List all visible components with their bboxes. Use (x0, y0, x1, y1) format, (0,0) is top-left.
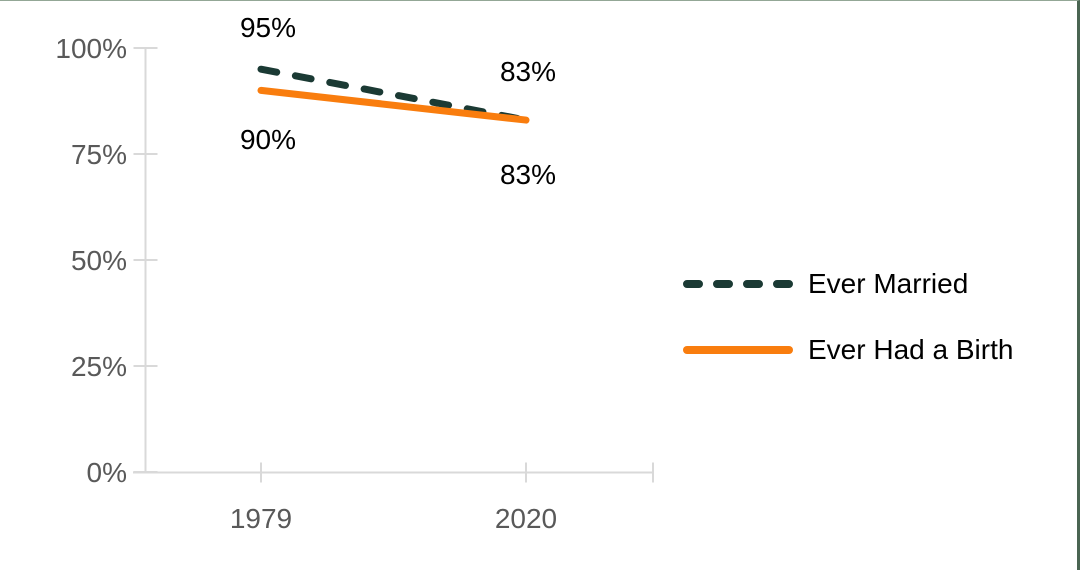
series-line-ever-had-a-birth (257, 86, 530, 124)
legend-entry-ever-married: Ever Married (681, 264, 968, 304)
x-tick-label: 2020 (495, 503, 557, 534)
solid-line-swatch (683, 346, 793, 354)
data-label-ever-married-2020: 83% (499, 56, 557, 87)
x-tick-label: 1979 (230, 503, 292, 534)
dashed-line-swatch (683, 280, 793, 288)
legend-entry-ever-had-a-birth: Ever Had a Birth (681, 330, 1013, 370)
y-tick-label: 25% (71, 351, 127, 382)
data-label-ever-had-a-birth-2020: 83% (499, 159, 557, 190)
y-tick-label: 0% (87, 457, 127, 488)
y-tick-label: 50% (71, 245, 127, 276)
data-label-ever-had-a-birth-1979: 90% (239, 124, 297, 155)
data-label-ever-married-1979: 95% (239, 12, 297, 43)
y-tick-label: 100% (55, 33, 127, 64)
series-line-ever-married (257, 65, 530, 124)
legend-label-ever-had-a-birth: Ever Had a Birth (808, 334, 1014, 365)
y-tick-label: 75% (71, 139, 127, 170)
legend-label-ever-married: Ever Married (808, 268, 969, 299)
